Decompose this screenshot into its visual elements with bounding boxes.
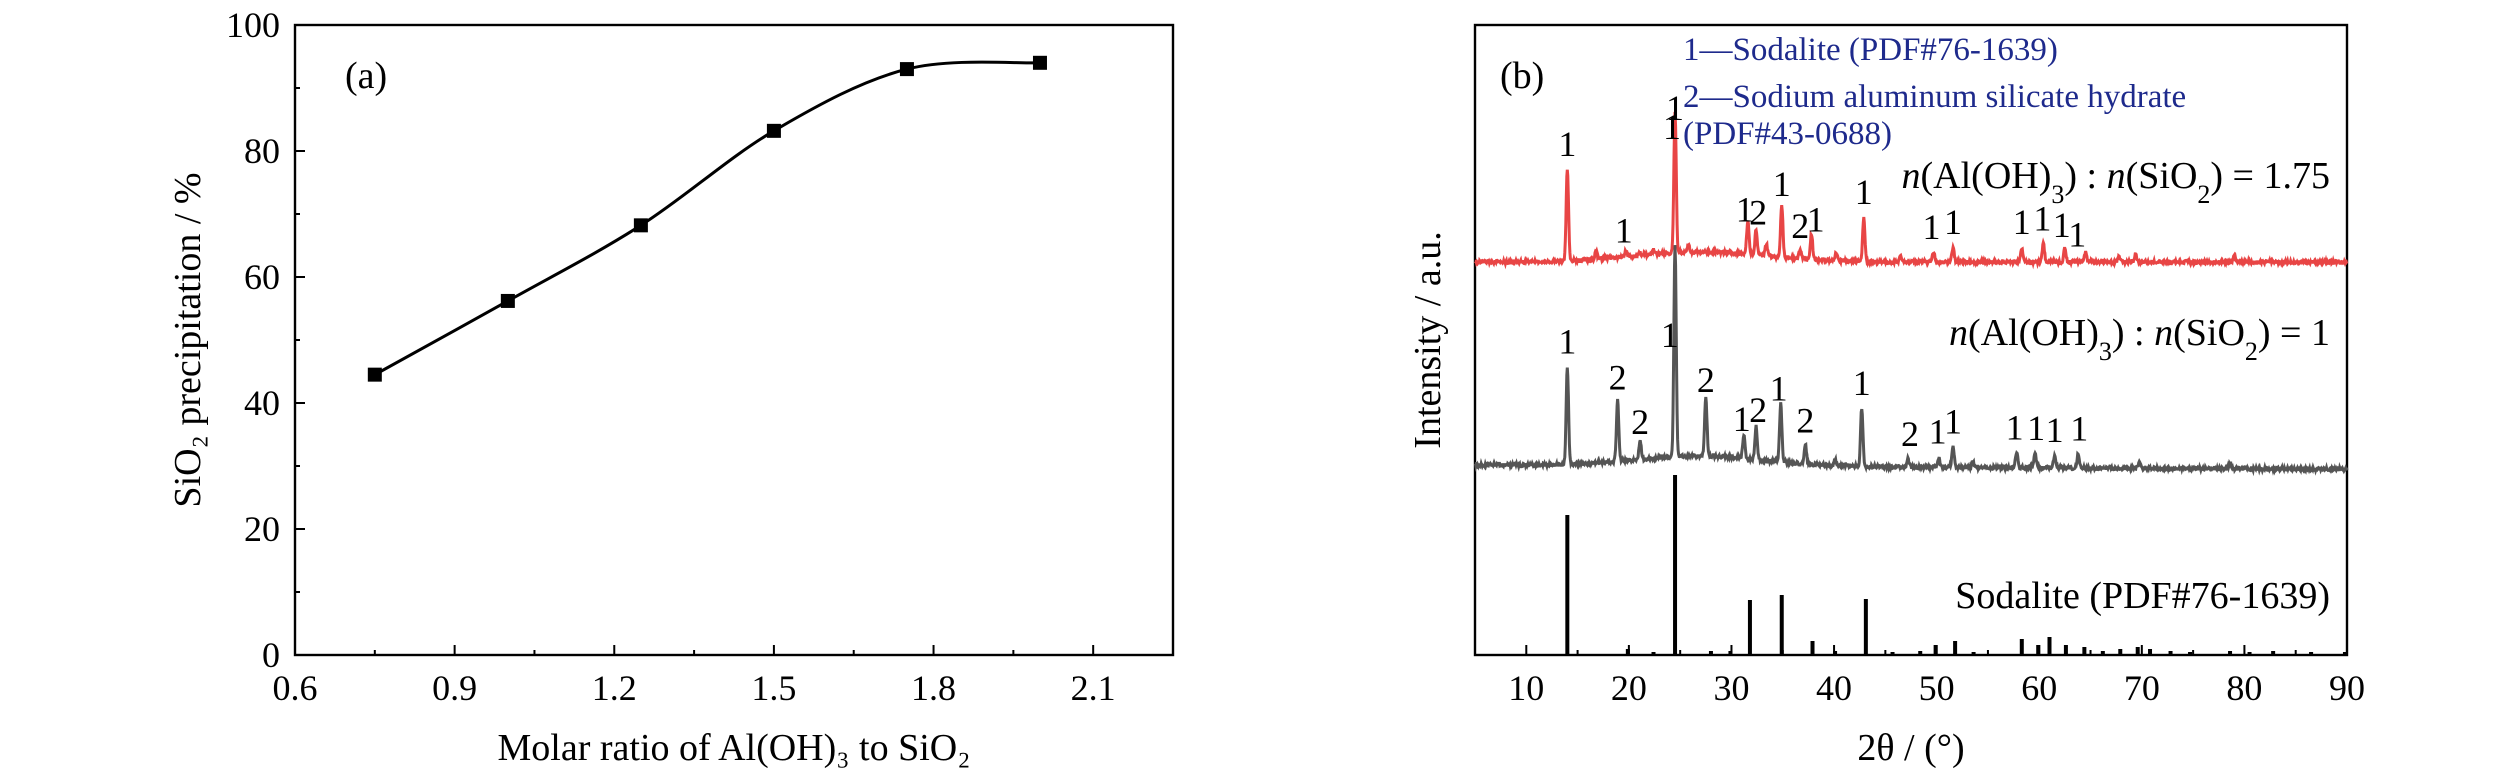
panel-a-y-tick-label: 40	[244, 383, 280, 423]
panel-b-x-tick-label: 30	[1713, 668, 1749, 708]
panel-a-x-tick-label: 0.6	[273, 668, 318, 708]
panel-b-x-tick-label: 10	[1508, 668, 1544, 708]
peak-label: 2	[1749, 193, 1767, 233]
panel-a-y-tick-label: 60	[244, 257, 280, 297]
peak-label: 1	[1663, 107, 1681, 147]
panel-a-x-tick-label: 1.2	[592, 668, 637, 708]
peak-label: 1	[1558, 321, 1576, 361]
panel-b-ticks: 10 20 30 40 50 60 70 80 90	[1474, 645, 2365, 708]
panel-b-x-tick-label: 80	[2226, 668, 2262, 708]
panel-a-x-tick-label: 0.9	[432, 668, 477, 708]
panel-a-frame	[293, 23, 1175, 657]
peak-label: 2	[1791, 206, 1809, 246]
peak-label: 1	[1923, 207, 1941, 247]
peak-label: 1	[2053, 205, 2071, 245]
panel-a-data-point	[500, 293, 515, 308]
peak-label: 1	[2070, 408, 2088, 448]
peak-label: 1	[2033, 198, 2051, 238]
peak-label: 1	[1558, 124, 1576, 164]
panel-a-y-tick-label: 0	[262, 635, 280, 675]
peak-label: 1	[1733, 399, 1751, 439]
peak-label: 1	[1773, 164, 1791, 204]
panel-b-x-tick-label: 60	[2021, 668, 2057, 708]
panel-a-x-tick-label: 1.5	[751, 668, 796, 708]
peak-label: 2	[1901, 414, 1919, 454]
panel-a-data-point	[1032, 55, 1047, 70]
panel-a-x-tick-label: 1.8	[911, 668, 956, 708]
peak-label: 1	[2068, 214, 2086, 254]
panel-b-reference-sticks	[1565, 475, 2347, 655]
panel-a-label: (a)	[345, 55, 387, 97]
peak-label: 1	[1661, 315, 1679, 355]
series-label-ratio-1: n(Al(OH)3) : n(SiO2) = 1	[1949, 312, 2330, 366]
panel-b-frame	[1473, 23, 2349, 657]
panel-b-x-tick-label: 70	[2124, 668, 2160, 708]
panel-a-y-axis-title: SiO₂ precipitation / %	[167, 172, 209, 507]
panel-a-data-points	[367, 55, 1047, 382]
panel-a-data-point	[899, 62, 914, 77]
peak-label: 1	[1666, 88, 1684, 128]
peak-label: 1	[2027, 408, 2045, 448]
peak-label: 1	[1855, 172, 1873, 212]
panel-a-x-axis-title: Molar ratio of Al(OH)₃ to SiO₂	[498, 727, 971, 769]
legend-item-sash-pdf: (PDF#43-0688)	[1683, 116, 1892, 152]
panel-a-y-tick-label: 80	[244, 131, 280, 171]
panel-b-x-tick-label: 90	[2329, 668, 2365, 708]
peak-label: 2	[1796, 401, 1814, 441]
panel-a-data-point	[633, 218, 648, 233]
panel-b-series-ratio-1	[1474, 245, 2349, 477]
peak-label: 1	[1770, 369, 1788, 409]
peak-label: 1	[2046, 410, 2064, 450]
panel-b-series-ratio-1-75	[1473, 111, 2349, 270]
peak-label: 1	[1807, 199, 1825, 239]
panel-b-label: (b)	[1500, 55, 1544, 97]
peak-label: 2	[1631, 402, 1649, 442]
panel-a-ticks: 0.6 0.9 1.2 1.5 1.8 2.1 0 20 40 60 80 100	[226, 5, 1116, 708]
peak-label: 1	[1944, 202, 1962, 242]
peak-label: 1	[1615, 211, 1633, 251]
panel-a-fit-curve	[374, 60, 1041, 376]
series-label-ratio-1-75: n(Al(OH)3) : n(SiO2) = 1.75	[1902, 155, 2330, 209]
peak-label: 1	[1736, 190, 1754, 230]
series-label-reference: Sodalite (PDF#76-1639)	[1955, 575, 2330, 617]
peak-label: 1	[1853, 363, 1871, 403]
panel-a-data-point	[367, 367, 382, 382]
legend-item-sodalite: 1—Sodalite (PDF#76-1639)	[1683, 32, 2058, 68]
panel-b-x-axis-title: 2θ / (°)	[1857, 727, 1964, 769]
panel-a-x-tick-label: 2.1	[1071, 668, 1116, 708]
panel-b-x-tick-label: 50	[1919, 668, 1955, 708]
panel-a-data-point	[766, 123, 781, 138]
peak-label: 1	[1944, 401, 1962, 441]
peak-label: 1	[1929, 412, 1947, 452]
legend-item-sash: 2—Sodium aluminum silicate hydrate	[1683, 79, 2186, 115]
panel-b-x-tick-label: 40	[1816, 668, 1852, 708]
peak-label: 2	[1609, 358, 1627, 398]
peak-label: 1	[2006, 407, 2024, 447]
panel-a-y-tick-label: 100	[226, 5, 280, 45]
peak-label: 1	[2013, 202, 2031, 242]
panel-a: 0.6 0.9 1.2 1.5 1.8 2.1 0 20 40 60 80 100 (a) Molar…	[167, 5, 1175, 769]
peak-label: 2	[1749, 390, 1767, 430]
panel-b-x-tick-label: 20	[1611, 668, 1647, 708]
panel-b-y-axis-title: Intensity / a.u.	[1407, 231, 1449, 448]
panel-a-y-tick-label: 20	[244, 509, 280, 549]
peak-label: 2	[1697, 360, 1715, 400]
